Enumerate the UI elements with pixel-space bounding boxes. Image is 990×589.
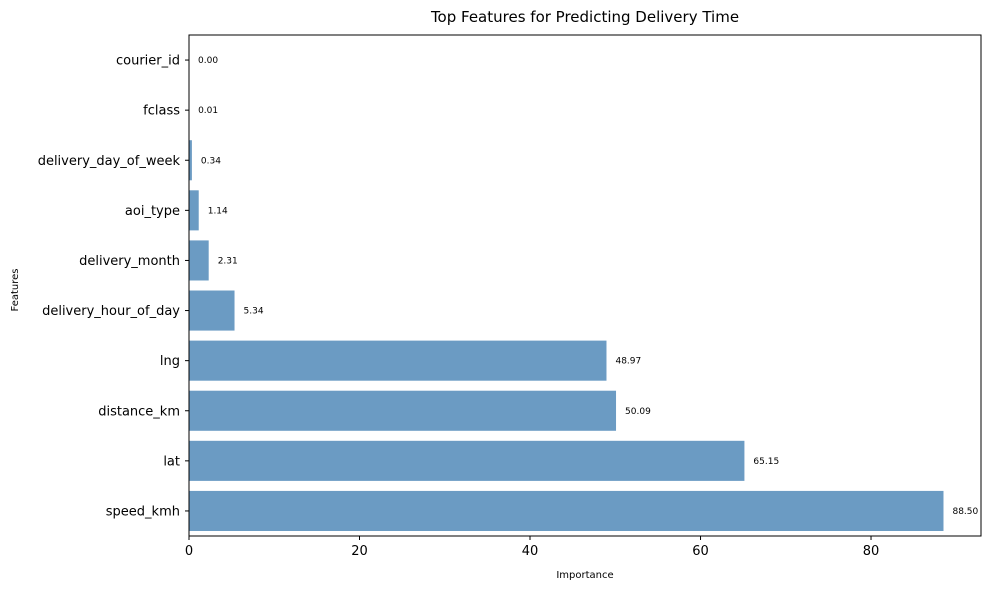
bar-delivery-day-of-week — [189, 140, 192, 181]
bar-speed-kmh — [189, 490, 944, 531]
y-tick-label: delivery_month — [79, 254, 180, 269]
y-tick-label: lng — [160, 354, 180, 369]
y-tick-label: delivery_day_of_week — [38, 154, 181, 169]
plot-area: 88.50 65.15 50.09 48.97 5.34 2.31 1.14 0.34 0.01… — [189, 56, 979, 531]
y-tick-label: lat — [163, 454, 180, 469]
data-label: 2.31 — [218, 256, 238, 266]
data-label: 48.97 — [615, 357, 641, 367]
x-tick-label: 0 — [185, 544, 193, 559]
bar-lat — [189, 440, 745, 481]
data-label: 0.34 — [201, 156, 221, 166]
y-tick-label: fclass — [143, 104, 180, 119]
data-label: 88.50 — [952, 507, 978, 517]
chart-title: Top Features for Predicting Delivery Tim… — [430, 8, 739, 26]
y-tick-label: courier_id — [116, 54, 180, 69]
y-tick-label: delivery_hour_of_day — [42, 304, 180, 319]
bar-lng — [189, 340, 607, 381]
bar-delivery-month — [189, 240, 209, 281]
x-tick-label: 80 — [863, 544, 880, 559]
bar-delivery-hour-of-day — [189, 290, 235, 331]
x-tick-label: 40 — [522, 544, 539, 559]
bar-aoi-type — [189, 190, 199, 231]
data-label: 0.01 — [198, 106, 218, 116]
y-axis: speed_kmh lat distance_km lng delivery_hour_… — [38, 54, 189, 519]
data-label: 50.09 — [625, 407, 651, 417]
y-tick-label: aoi_type — [125, 204, 180, 219]
y-axis-title: Features — [10, 269, 21, 312]
data-label: 5.34 — [244, 307, 264, 317]
data-label: 65.15 — [753, 457, 779, 467]
bar-distance-km — [189, 390, 617, 431]
x-axis-title: Importance — [556, 570, 613, 581]
x-axis: 0 20 40 60 80 — [185, 536, 879, 559]
data-label: 0.00 — [198, 56, 218, 66]
x-tick-label: 60 — [692, 544, 709, 559]
y-tick-label: distance_km — [98, 404, 180, 419]
data-label: 1.14 — [208, 206, 228, 216]
y-tick-label: speed_kmh — [106, 504, 180, 519]
x-tick-label: 20 — [351, 544, 368, 559]
plot-frame — [188, 34, 982, 537]
